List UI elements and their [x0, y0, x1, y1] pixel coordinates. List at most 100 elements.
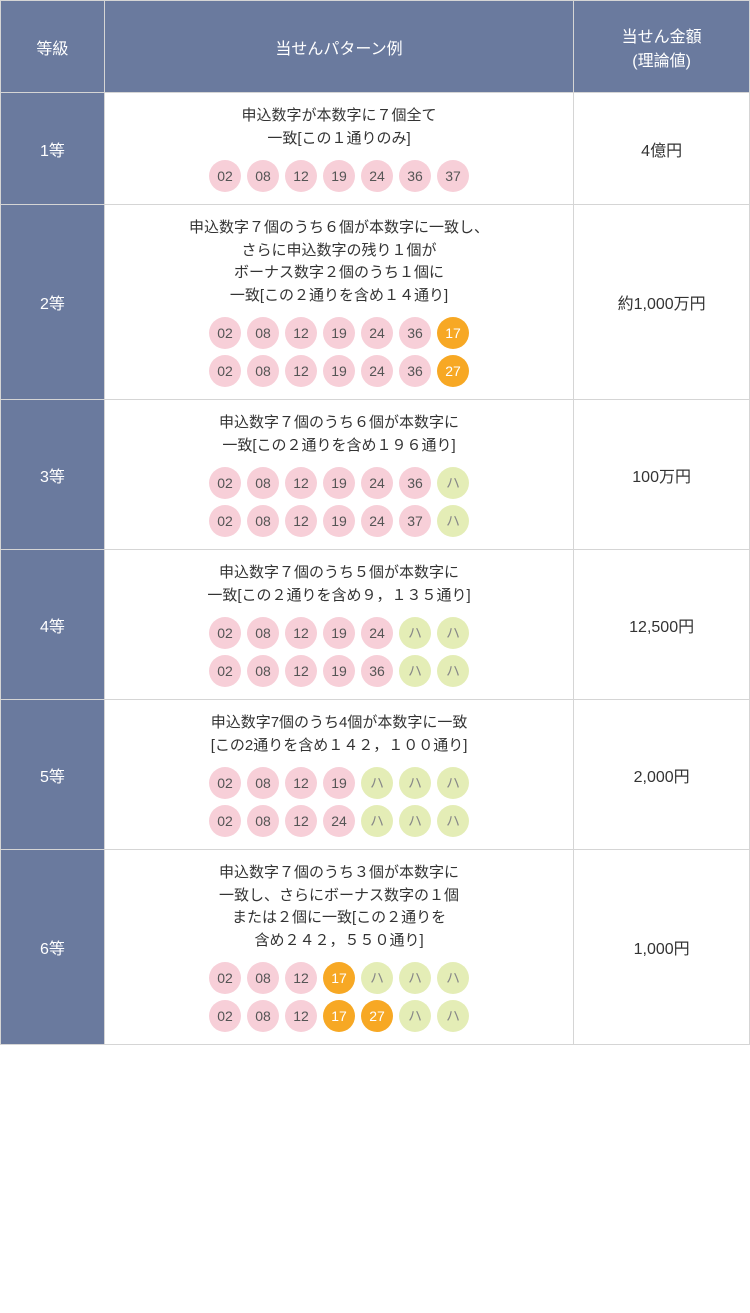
number-ball: ハ — [399, 805, 431, 837]
number-ball: 24 — [361, 160, 393, 192]
pattern-description: 申込数字7個のうち4個が本数字に一致[この2通りを含め１４２，１００通り] — [113, 712, 565, 757]
number-ball: ハ — [437, 505, 469, 537]
number-ball: 17 — [437, 317, 469, 349]
number-ball: 24 — [361, 505, 393, 537]
desc-line: 一致[この１通りのみ] — [267, 130, 410, 147]
ball-row: 02081219243617 — [113, 317, 565, 349]
amount-cell: 2,000円 — [574, 700, 750, 850]
ball-row: 0208121936ハハ — [113, 655, 565, 687]
desc-line: 一致し、さらにボーナス数字の１個 — [219, 887, 459, 904]
table-row: 2等申込数字７個のうち６個が本数字に一致し、さらに申込数字の残り１個がボーナス数… — [1, 205, 750, 400]
number-ball: 19 — [323, 317, 355, 349]
number-ball: 27 — [437, 355, 469, 387]
number-ball: 19 — [323, 505, 355, 537]
desc-line: ボーナス数字２個のうち１個に — [234, 264, 444, 281]
number-ball: ハ — [399, 655, 431, 687]
pattern-description: 申込数字７個のうち６個が本数字に一致[この２通りを含め１９６通り] — [113, 412, 565, 457]
pattern-description: 申込数字が本数字に７個全て一致[この１通りのみ] — [113, 105, 565, 150]
header-amount: 当せん金額 (理論値) — [574, 1, 750, 93]
number-ball: 02 — [209, 1000, 241, 1032]
desc-line: さらに申込数字の残り１個が — [242, 242, 437, 259]
number-ball: 19 — [323, 655, 355, 687]
number-ball: 12 — [285, 317, 317, 349]
ball-row: 02081217ハハハ — [113, 962, 565, 994]
number-ball: 27 — [361, 1000, 393, 1032]
number-ball: ハ — [399, 617, 431, 649]
number-ball: ハ — [361, 767, 393, 799]
table-row: 5等申込数字7個のうち4個が本数字に一致[この2通りを含め１４２，１００通り]0… — [1, 700, 750, 850]
number-ball: ハ — [437, 805, 469, 837]
number-ball: ハ — [437, 617, 469, 649]
table-row: 6等申込数字７個のうち３個が本数字に一致し、さらにボーナス数字の１個または２個に… — [1, 850, 750, 1045]
pattern-cell: 申込数字７個のうち６個が本数字に一致し、さらに申込数字の残り１個がボーナス数字２… — [104, 205, 573, 400]
desc-line: 一致[この２通りを含め１４通り] — [230, 287, 448, 304]
amount-cell: 4億円 — [574, 93, 750, 205]
number-ball: 12 — [285, 467, 317, 499]
amount-cell: 1,000円 — [574, 850, 750, 1045]
number-ball: 24 — [361, 317, 393, 349]
prize-table: 等級 当せんパターン例 当せん金額 (理論値) 1等申込数字が本数字に７個全て一… — [0, 0, 750, 1045]
amount-cell: 100万円 — [574, 400, 750, 550]
number-ball: 12 — [285, 767, 317, 799]
number-ball: ハ — [399, 767, 431, 799]
pattern-cell: 申込数字７個のうち５個が本数字に一致[この２通りを含め９，１３５通り]02081… — [104, 550, 573, 700]
number-ball: 08 — [247, 962, 279, 994]
ball-row: 0208121924ハハ — [113, 617, 565, 649]
number-ball: 12 — [285, 962, 317, 994]
desc-line: または２個に一致[この２通りを — [232, 909, 446, 926]
number-ball: 08 — [247, 317, 279, 349]
header-grade: 等級 — [1, 1, 105, 93]
header-amount-line1: 当せん金額 — [622, 29, 702, 46]
pattern-cell: 申込数字７個のうち６個が本数字に一致[この２通りを含め１９６通り]0208121… — [104, 400, 573, 550]
table-row: 3等申込数字７個のうち６個が本数字に一致[この２通りを含め１９６通り]02081… — [1, 400, 750, 550]
number-ball: 12 — [285, 505, 317, 537]
number-ball: 08 — [247, 1000, 279, 1032]
ball-row: 020812192437ハ — [113, 505, 565, 537]
number-ball: 36 — [399, 160, 431, 192]
ball-row: 0208121727ハハ — [113, 1000, 565, 1032]
number-ball: 02 — [209, 767, 241, 799]
number-ball: 08 — [247, 655, 279, 687]
number-ball: 08 — [247, 505, 279, 537]
desc-line: 申込数字７個のうち６個が本数字に — [219, 414, 459, 431]
pattern-cell: 申込数字7個のうち4個が本数字に一致[この2通りを含め１４２，１００通り]020… — [104, 700, 573, 850]
ball-row: 02081219243637 — [113, 160, 565, 192]
number-ball: 36 — [399, 317, 431, 349]
number-ball: 12 — [285, 355, 317, 387]
number-ball: 17 — [323, 962, 355, 994]
number-ball: 08 — [247, 617, 279, 649]
number-ball: 02 — [209, 617, 241, 649]
pattern-description: 申込数字７個のうち６個が本数字に一致し、さらに申込数字の残り１個がボーナス数字２… — [113, 217, 565, 307]
table-row: 1等申込数字が本数字に７個全て一致[この１通りのみ]02081219243637… — [1, 93, 750, 205]
desc-line: 申込数字７個のうち６個が本数字に一致し、 — [189, 219, 489, 236]
desc-line: 申込数字が本数字に７個全て — [242, 107, 437, 124]
desc-line: 申込数字７個のうち３個が本数字に — [219, 864, 459, 881]
header-pattern: 当せんパターン例 — [104, 1, 573, 93]
number-ball: ハ — [399, 1000, 431, 1032]
amount-cell: 12,500円 — [574, 550, 750, 700]
ball-row: 02081219ハハハ — [113, 767, 565, 799]
grade-cell: 6等 — [1, 850, 105, 1045]
desc-line: 申込数字7個のうち4個が本数字に一致 — [211, 714, 468, 731]
number-ball: 02 — [209, 317, 241, 349]
number-ball: 02 — [209, 160, 241, 192]
amount-cell: 約1,000万円 — [574, 205, 750, 400]
number-ball: ハ — [437, 962, 469, 994]
number-ball: 36 — [399, 467, 431, 499]
number-ball: 36 — [361, 655, 393, 687]
ball-row: 02081224ハハハ — [113, 805, 565, 837]
number-ball: 02 — [209, 355, 241, 387]
number-ball: 19 — [323, 160, 355, 192]
pattern-description: 申込数字７個のうち３個が本数字に一致し、さらにボーナス数字の１個または２個に一致… — [113, 862, 565, 952]
number-ball: 02 — [209, 467, 241, 499]
number-ball: 36 — [399, 355, 431, 387]
number-ball: ハ — [399, 962, 431, 994]
desc-line: 一致[この２通りを含め９，１３５通り] — [207, 587, 470, 604]
number-ball: 24 — [361, 467, 393, 499]
desc-line: 含め２４２，５５０通り] — [254, 932, 423, 949]
desc-line: 一致[この２通りを含め１９６通り] — [222, 437, 455, 454]
pattern-cell: 申込数字７個のうち３個が本数字に一致し、さらにボーナス数字の１個または２個に一致… — [104, 850, 573, 1045]
number-ball: 02 — [209, 655, 241, 687]
number-ball: 12 — [285, 805, 317, 837]
number-ball: 19 — [323, 767, 355, 799]
